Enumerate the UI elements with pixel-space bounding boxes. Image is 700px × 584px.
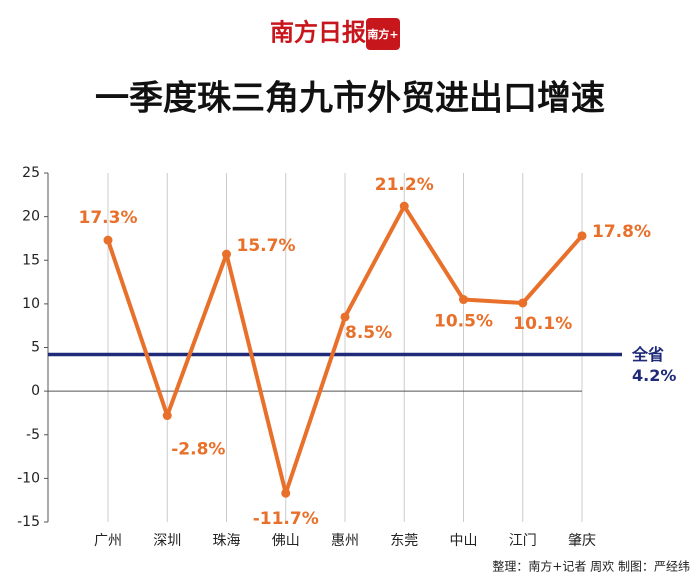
data-label: 15.7% <box>237 236 296 256</box>
data-label: 8.5% <box>345 323 392 343</box>
data-point <box>103 235 113 245</box>
reference-label: 4.2% <box>632 366 676 385</box>
data-label: 17.8% <box>592 222 651 242</box>
data-label: -11.7% <box>253 509 319 529</box>
y-tick-label: 20 <box>22 209 40 225</box>
data-point <box>577 231 587 241</box>
data-point <box>518 298 528 308</box>
data-label: 10.1% <box>513 314 572 334</box>
data-point <box>222 249 231 259</box>
y-tick-label: 15 <box>22 252 40 268</box>
y-tick-label: 25 <box>22 165 40 181</box>
credit: 整理：南方+记者 周欢 制图：严经纬 <box>492 559 690 574</box>
data-label: 17.3% <box>79 208 138 228</box>
reference-name: 全省 <box>631 345 664 364</box>
x-tick-label: 江门 <box>509 533 537 549</box>
data-point <box>459 295 468 305</box>
logo: 南方日报 <box>270 18 366 47</box>
data-label: 21.2% <box>375 175 434 195</box>
y-tick-label: -5 <box>26 427 40 443</box>
data-point <box>162 411 172 421</box>
data-point <box>340 312 350 322</box>
x-tick-label: 肇庆 <box>568 533 596 549</box>
x-tick-label: 深圳 <box>153 533 181 549</box>
y-tick-label: -10 <box>17 470 40 486</box>
y-tick-label: 0 <box>31 383 40 399</box>
chart-title: 一季度珠三角九市外贸进出口增速 <box>95 79 605 119</box>
x-tick-label: 东莞 <box>390 533 418 549</box>
x-tick-label: 中山 <box>450 533 478 549</box>
logo-icon-box <box>366 18 400 50</box>
x-tick-label: 广州 <box>94 533 122 549</box>
data-label: -2.8% <box>171 440 225 460</box>
x-tick-label: 惠州 <box>331 533 359 549</box>
x-tick-label: 佛山 <box>272 533 300 549</box>
y-tick-label: 5 <box>31 340 40 356</box>
data-label: 10.5% <box>434 312 493 332</box>
data-point <box>399 201 409 211</box>
y-tick-label: 10 <box>22 296 40 312</box>
data-point <box>281 488 291 498</box>
logo-icon: 南方+ <box>367 27 398 41</box>
y-tick-label: -15 <box>17 514 40 530</box>
x-tick-label: 珠海 <box>213 533 241 549</box>
